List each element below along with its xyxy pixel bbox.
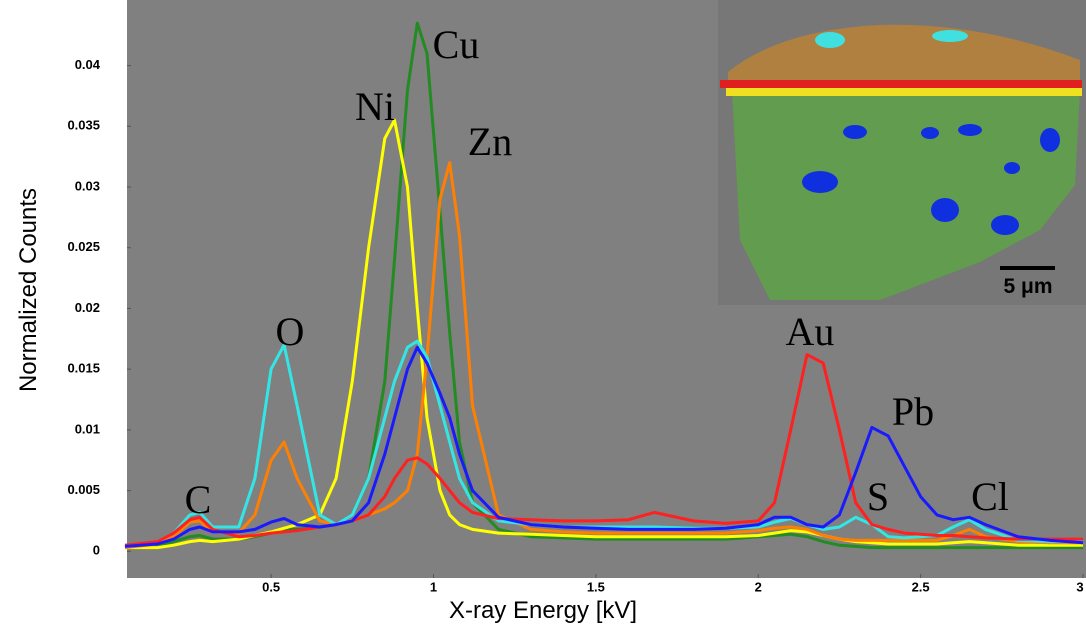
y-tick-label: 0.01 bbox=[75, 421, 100, 436]
y-tick-label: 0.015 bbox=[67, 361, 100, 376]
y-tick-label: 0.005 bbox=[67, 482, 100, 497]
peak-label: C bbox=[185, 477, 212, 522]
x-tick-label: 1.5 bbox=[587, 579, 605, 594]
x-tick-label: 2.5 bbox=[912, 579, 930, 594]
y-tick-label: 0.03 bbox=[75, 178, 100, 193]
y-tick-label: 0.02 bbox=[75, 300, 100, 315]
peak-label: S bbox=[867, 474, 889, 519]
y-axis-title: Normalized Counts bbox=[15, 188, 42, 392]
peak-label: Cu bbox=[433, 22, 480, 67]
x-tick-label: 0.5 bbox=[262, 579, 280, 594]
chart: 5 μm X-ray Energy [kV] Normalized Counts… bbox=[0, 0, 1086, 629]
peak-label: Zn bbox=[468, 119, 512, 164]
y-tick-label: 0.035 bbox=[67, 118, 100, 133]
scale-label: 5 μm bbox=[1003, 275, 1052, 298]
inset-band bbox=[720, 80, 1082, 88]
y-tick-label: 0 bbox=[93, 543, 100, 558]
x-tick-label: 1 bbox=[430, 579, 437, 594]
peak-label: Pb bbox=[892, 389, 934, 434]
inset-band bbox=[726, 88, 1082, 96]
x-tick-label: 3 bbox=[1076, 579, 1083, 594]
peak-label: Cl bbox=[971, 474, 1009, 519]
y-tick-label: 0.025 bbox=[67, 239, 100, 254]
inset-image: 5 μm bbox=[718, 0, 1086, 305]
x-tick-label: 2 bbox=[755, 579, 762, 594]
y-tick-label: 0.04 bbox=[75, 57, 101, 72]
peak-label: O bbox=[276, 309, 305, 354]
peak-label: Au bbox=[786, 309, 835, 354]
peak-label: Ni bbox=[355, 84, 395, 129]
x-axis-title: X-ray Energy [kV] bbox=[449, 597, 637, 624]
